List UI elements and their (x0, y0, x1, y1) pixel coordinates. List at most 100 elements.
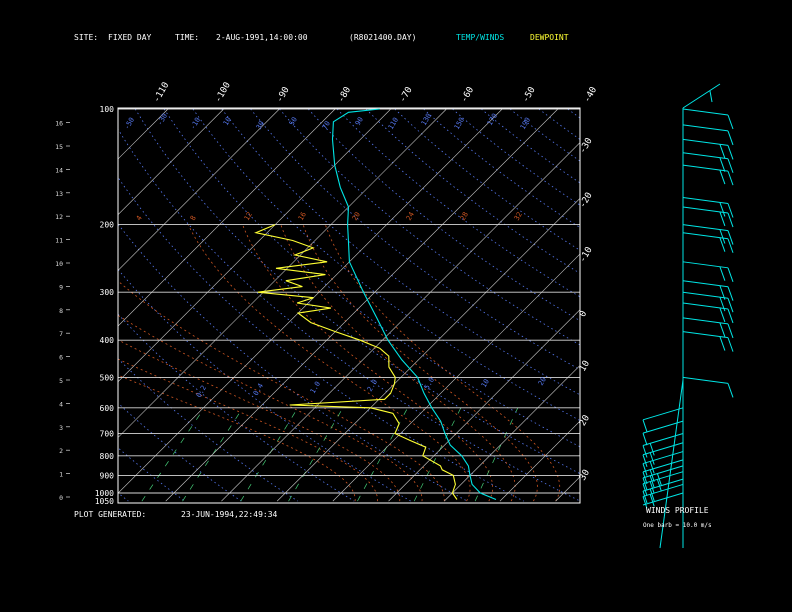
moist-adiabat (118, 339, 401, 502)
mixing-ratio-line (288, 407, 344, 502)
wind-barb-feather (649, 488, 655, 502)
mixing-ratio-label: 10 (480, 378, 491, 389)
wind-barb-shaft (642, 459, 684, 473)
wind-barb-feather (649, 469, 655, 482)
moist-adiabat-label: 12 (243, 211, 254, 222)
wind-barb-feather (642, 490, 648, 504)
isotherm-label-right: 0 (578, 309, 589, 319)
dry-adiabat (625, 109, 792, 501)
moist-adiabat (280, 224, 516, 502)
wind-barb-feather (642, 419, 648, 432)
pressure-tick-label: 100 (100, 105, 115, 114)
isotherm-label-top: -40 (582, 85, 599, 104)
isotherm-label-top: -90 (275, 85, 292, 104)
height-tick-label: 16 (55, 120, 63, 128)
isotherm-label-top: -100 (213, 81, 233, 105)
pressure-tick-label: 600 (100, 404, 115, 413)
height-tick-label: 15 (55, 143, 63, 151)
isotherm-label-top: -110 (152, 81, 172, 105)
wind-barb-feather (727, 238, 734, 253)
wind-barb-feather (649, 461, 655, 474)
height-tick-label: 8 (59, 307, 63, 315)
pressure-tick-label: 200 (100, 221, 115, 230)
moist-adiabat (187, 224, 471, 502)
plot-area (0, 108, 792, 502)
wind-barb-feather (649, 481, 655, 494)
isotherm-line (0, 109, 57, 501)
height-tick-label: 0 (59, 494, 63, 502)
moist-adiabat (118, 374, 356, 502)
file-name: (R8021400.DAY) (349, 33, 417, 42)
dry-adiabat (118, 492, 129, 502)
dry-adiabat (118, 176, 524, 502)
height-tick-label: 3 (59, 424, 63, 432)
dry-adiabat-label: 10 (222, 116, 233, 127)
wind-barb-feather (656, 473, 662, 486)
wind-barb-feather (719, 144, 726, 159)
height-tick-label: 2 (59, 447, 63, 455)
wind-barb-feather (709, 90, 713, 103)
dry-adiabat (423, 108, 580, 228)
dry-adiabat-label: 190 (519, 116, 532, 131)
wind-barb-shaft (682, 291, 729, 299)
wind-barb-feather (719, 336, 726, 351)
wind-barb-shaft (682, 108, 729, 116)
dry-adiabat (538, 108, 580, 140)
dry-adiabat (394, 108, 580, 251)
wind-barb-feather (642, 433, 648, 446)
wind-barb-shaft (682, 83, 721, 109)
dry-adiabat (118, 128, 580, 502)
wind-barb-shaft (682, 164, 729, 172)
wind-barb-shaft (682, 152, 729, 160)
wind-barb-feather (719, 285, 726, 300)
isotherm-label-top: -50 (521, 85, 538, 104)
temperature-profile (331, 108, 497, 501)
wind-barb-shaft (682, 280, 729, 288)
isotherm-line (118, 108, 503, 494)
height-tick-label: 4 (59, 400, 63, 408)
moist-adiabat-label: 16 (297, 211, 308, 222)
dry-adiabat (163, 108, 580, 448)
moist-adiabat (118, 280, 445, 502)
dry-adiabat (192, 108, 580, 422)
moist-adiabat-label: 20 (351, 211, 362, 222)
footer-bar: PLOT GENERATED: 23-JUN-1994,22:49:34 WIN… (0, 500, 712, 540)
isotherm-label-right: 10 (578, 359, 592, 373)
mixing-ratio-label: 20 (537, 376, 548, 387)
mixing-ratio-line (474, 407, 519, 502)
pressure-tick-label: 1000 (95, 489, 114, 498)
height-tick-label: 13 (55, 190, 63, 198)
dry-adiabat-label: 150 (453, 116, 466, 131)
isotherm-line (499, 420, 580, 502)
wind-barb-feather (727, 114, 734, 130)
mixing-ratio-label: 0.4 (252, 382, 265, 397)
dry-adiabat-label: -30 (156, 112, 169, 127)
isotherm-line (667, 109, 792, 501)
time-label: TIME: (175, 33, 200, 42)
wind-barb-shaft (642, 492, 684, 506)
height-tick-label: 9 (59, 283, 63, 291)
dry-adiabat (221, 108, 580, 396)
wind-barb-feather (727, 230, 734, 245)
wind-barb-feather (727, 337, 734, 352)
pressure-tick-label: 300 (100, 288, 115, 297)
dry-adiabat-label: 30 (255, 120, 266, 131)
isotherm-label-right: 30 (578, 468, 592, 482)
plot-generated-value: 23-JUN-1994,22:49:34 (181, 510, 278, 519)
wind-barb-feather (727, 298, 734, 313)
wind-barb-shaft (642, 407, 684, 421)
moist-adiabat-label: 28 (459, 211, 470, 222)
site-value: FIXED DAY (108, 33, 152, 42)
isotherm-line (332, 253, 580, 502)
height-tick-label: 6 (59, 354, 63, 362)
isotherm-line (118, 108, 224, 216)
header-bar: SITE: FIXED DAY TIME: 2-AUG-1991,14:00:0… (0, 0, 792, 60)
moist-adiabat-label: 32 (513, 211, 524, 222)
mixing-ratio-label: 5.0 (423, 376, 436, 391)
moist-adiabat (302, 224, 538, 502)
wind-barb-feather (727, 158, 734, 173)
wind-barb-shaft (682, 232, 729, 240)
legend-temp-winds: TEMP/WINDS (456, 33, 505, 42)
pressure-tick-label: 400 (100, 336, 115, 345)
isotherm-label-top: -70 (398, 85, 415, 104)
